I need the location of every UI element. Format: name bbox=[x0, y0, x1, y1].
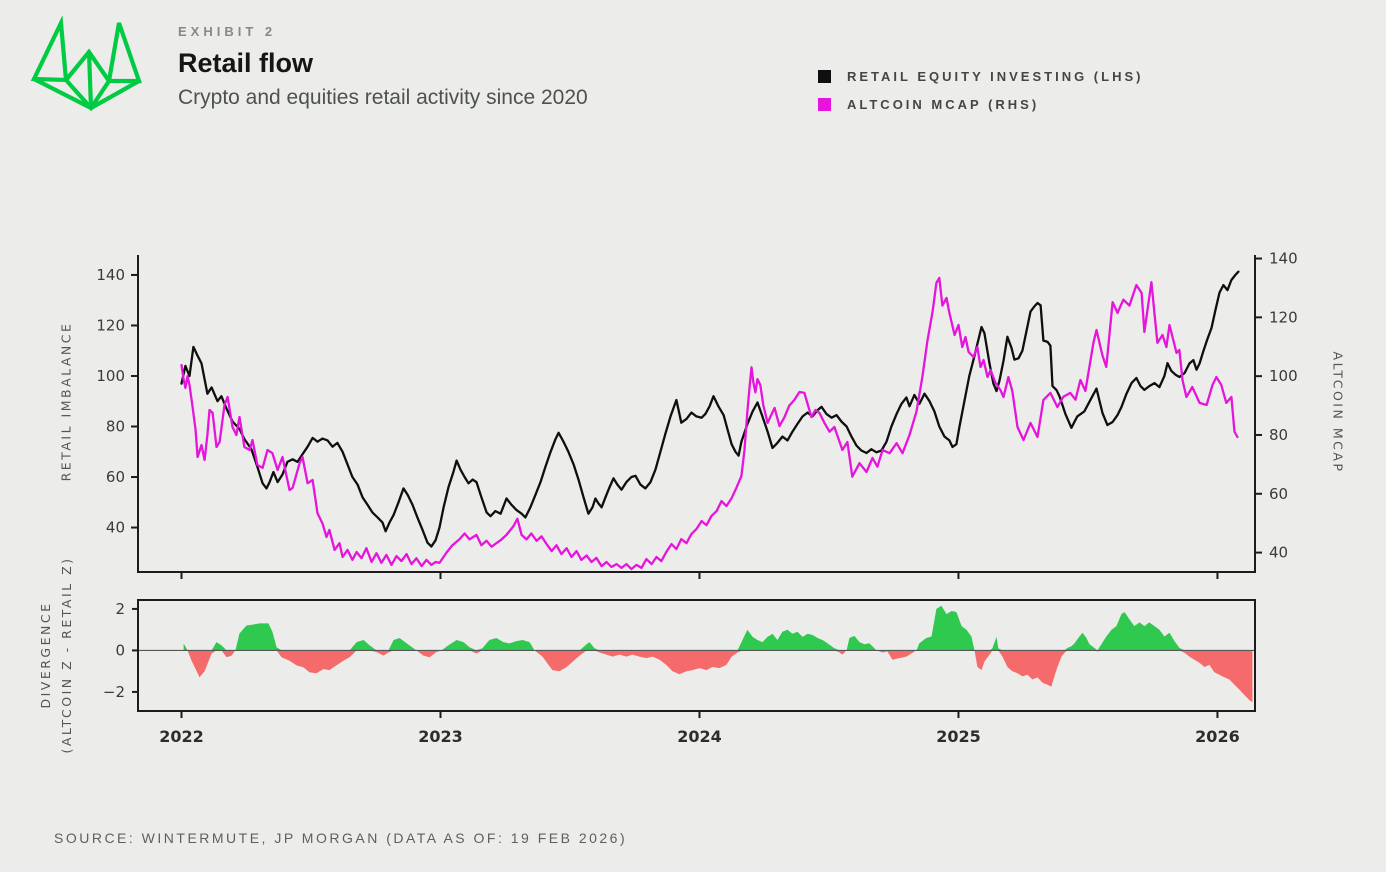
svg-text:40: 40 bbox=[1269, 544, 1288, 562]
svg-text:80: 80 bbox=[106, 418, 125, 436]
svg-text:100: 100 bbox=[1269, 367, 1298, 385]
source-note: SOURCE: WINTERMUTE, JP MORGAN (DATA AS O… bbox=[54, 830, 628, 846]
svg-text:2022: 2022 bbox=[159, 727, 204, 746]
page-title: Retail flow bbox=[178, 48, 314, 78]
svg-text:100: 100 bbox=[96, 367, 125, 385]
svg-text:0: 0 bbox=[115, 641, 125, 659]
legend-label-altcoin: ALTCOIN MCAP (RHS) bbox=[847, 96, 1040, 112]
svg-text:−2: −2 bbox=[103, 683, 125, 701]
svg-text:2026: 2026 bbox=[1195, 727, 1240, 746]
chart-legend: RETAIL EQUITY INVESTING (LHS) ALTCOIN MC… bbox=[818, 62, 1143, 118]
exhibit-label: EXHIBIT 2 bbox=[178, 24, 277, 39]
svg-text:40: 40 bbox=[106, 519, 125, 537]
legend-label-retail: RETAIL EQUITY INVESTING (LHS) bbox=[847, 68, 1144, 84]
svg-text:2023: 2023 bbox=[418, 727, 463, 746]
svg-text:80: 80 bbox=[1269, 426, 1288, 444]
svg-text:2024: 2024 bbox=[677, 727, 722, 746]
wintermute-logo-icon bbox=[30, 16, 142, 112]
svg-text:120: 120 bbox=[96, 316, 125, 334]
svg-text:2025: 2025 bbox=[936, 727, 981, 746]
svg-text:120: 120 bbox=[1269, 308, 1298, 326]
legend-swatch-altcoin-icon bbox=[818, 97, 831, 111]
svg-text:140: 140 bbox=[96, 266, 125, 284]
legend-row-retail: RETAIL EQUITY INVESTING (LHS) bbox=[818, 62, 1143, 90]
svg-text:60: 60 bbox=[1269, 485, 1288, 503]
svg-text:2: 2 bbox=[115, 600, 125, 618]
legend-swatch-retail-icon bbox=[818, 69, 831, 83]
svg-text:140: 140 bbox=[1269, 250, 1298, 268]
page-subtitle: Crypto and equities retail activity sinc… bbox=[178, 86, 588, 109]
svg-text:60: 60 bbox=[106, 468, 125, 486]
legend-row-altcoin: ALTCOIN MCAP (RHS) bbox=[818, 90, 1143, 118]
